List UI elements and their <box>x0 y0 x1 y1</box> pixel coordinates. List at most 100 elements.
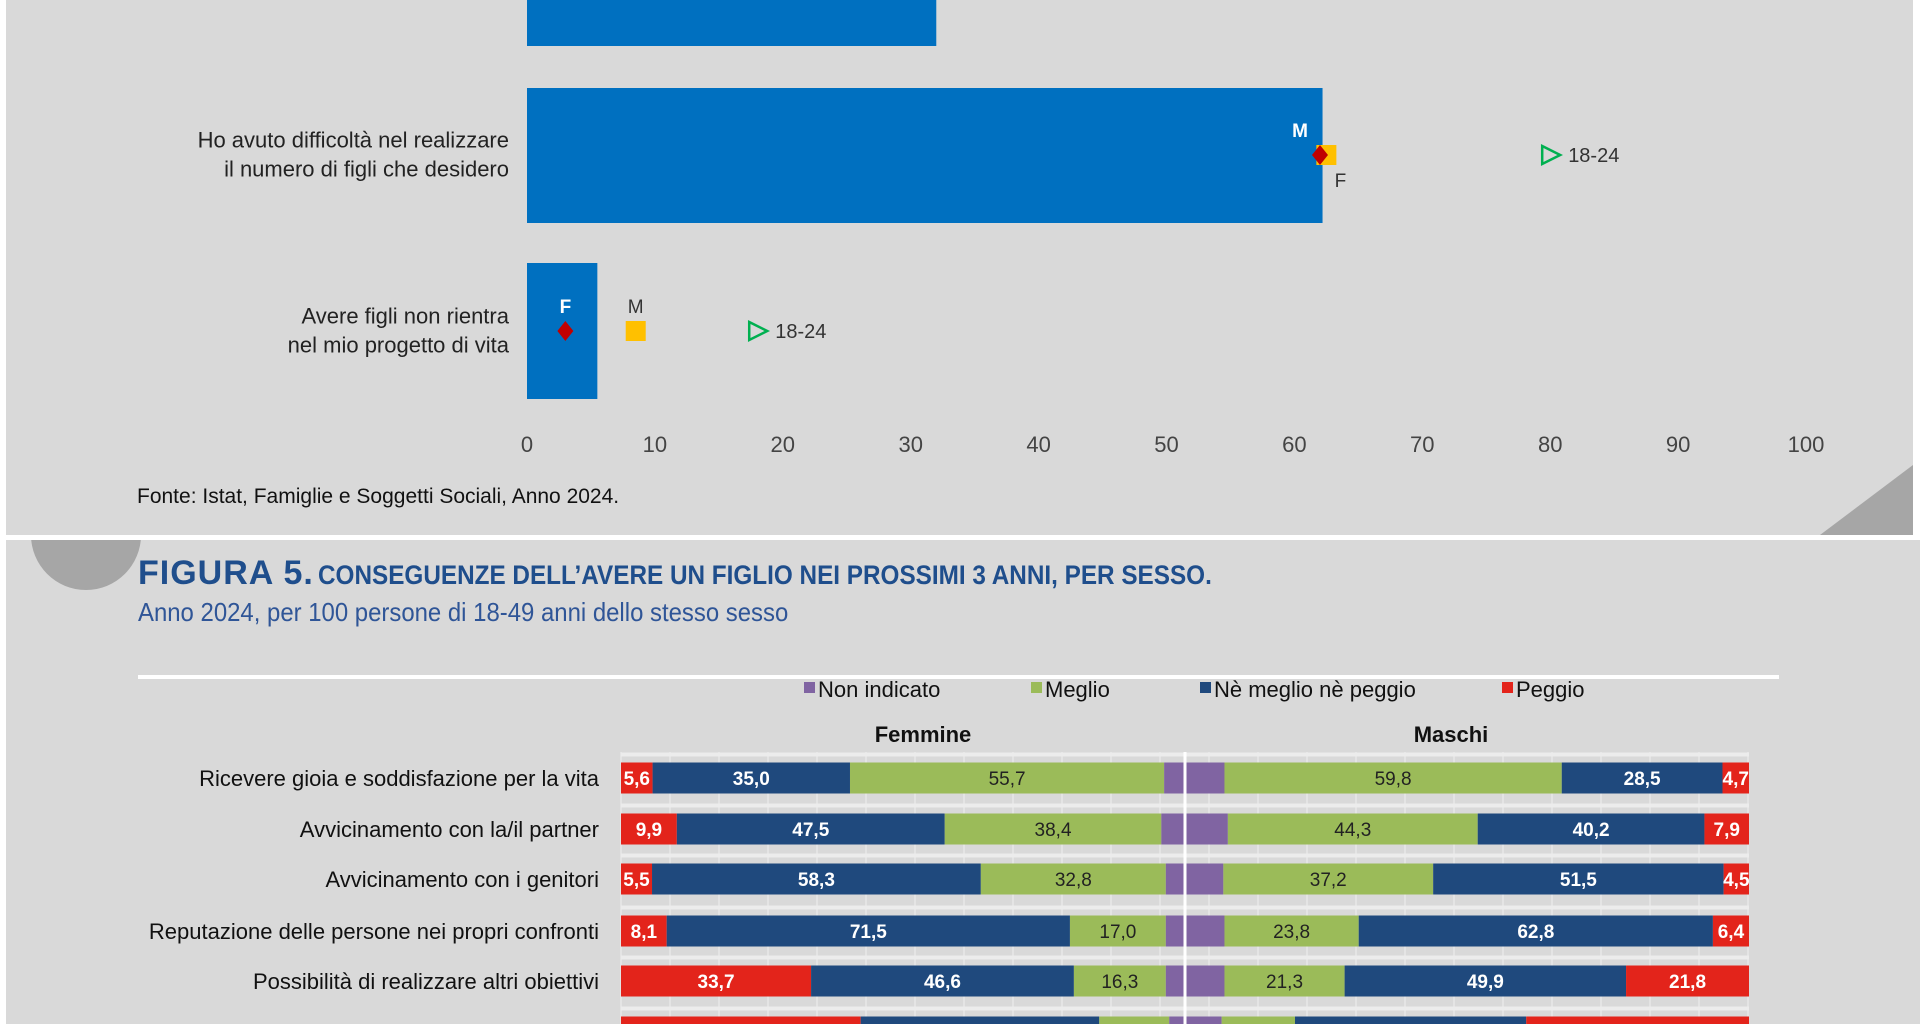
decorative-circle <box>31 540 141 590</box>
x-tick-label: 30 <box>898 432 922 457</box>
femmine-segment <box>1099 1016 1170 1024</box>
femmine-segment <box>1165 965 1185 997</box>
figure-4-chart: che desidero Ho avuto difficoltà nel real… <box>198 0 1913 535</box>
male-marker <box>625 321 646 341</box>
female-marker-label: F <box>560 297 572 318</box>
femmine-segment <box>944 813 1162 845</box>
femmine-segment <box>666 915 1070 947</box>
femmine-segment <box>1164 762 1185 794</box>
maschi-segment <box>1526 1016 1749 1024</box>
maschi-segment <box>1433 863 1724 895</box>
x-tick-label: 50 <box>1154 432 1178 457</box>
femmine-value-label: 46,6 <box>924 972 961 993</box>
figure-4-panel: che desidero Ho avuto difficoltà nel real… <box>6 0 1913 535</box>
youth-marker-label: 18-24 <box>1568 145 1619 167</box>
femmine-segment <box>621 813 677 845</box>
maschi-segment <box>1224 762 1562 794</box>
femmine-value-label: 71,5 <box>850 922 887 943</box>
maschi-segment <box>1561 762 1723 794</box>
femmine-segment <box>849 762 1165 794</box>
legend-swatch <box>1031 682 1042 693</box>
femmine-value-label: 8,1 <box>631 922 658 943</box>
category-label: Avere figli non rientra <box>302 304 510 329</box>
figure-5-chart: Non indicato Meglio Nè meglio nè peggio Peg… <box>138 675 1779 1024</box>
maschi-segment <box>1185 762 1225 794</box>
femmine-value-label: 33,7 <box>698 972 735 993</box>
femmine-value-label: 35,0 <box>733 769 770 790</box>
femmine-segment <box>621 915 667 947</box>
maschi-segment <box>1185 863 1224 895</box>
femmine-value-label: 5,5 <box>623 870 650 891</box>
legend-label: Nè meglio nè peggio <box>1214 677 1416 702</box>
legend-swatch <box>1200 682 1211 693</box>
legend-label: Non indicato <box>818 677 940 702</box>
category-label: nel mio progetto di vita <box>288 333 510 358</box>
maschi-segment <box>1224 915 1359 947</box>
femmine-segment <box>1169 1016 1185 1024</box>
femmine-segment <box>1165 915 1185 947</box>
maschi-value-label: 37,2 <box>1310 870 1347 891</box>
panel-label-maschi: Maschi <box>1414 722 1489 747</box>
x-tick-label: 0 <box>521 432 533 457</box>
maschi-value-label: 59,8 <box>1375 769 1412 790</box>
male-marker-label: M <box>628 297 644 318</box>
femmine-value-label: 55,7 <box>989 769 1026 790</box>
femmine-segment <box>676 813 945 845</box>
maschi-segment <box>1185 915 1225 947</box>
figure-subtitle: Anno 2024, per 100 persone di 18-49 anni… <box>138 597 789 627</box>
maschi-value-label: 28,5 <box>1624 769 1661 790</box>
femmine-value-label: 5,6 <box>624 769 650 790</box>
maschi-value-label: 7,9 <box>1714 820 1740 841</box>
x-tick-label: 60 <box>1282 432 1306 457</box>
femmine-segment <box>1165 863 1185 895</box>
decorative-corner <box>1820 465 1913 535</box>
panel-label-femmine: Femmine <box>875 722 972 747</box>
x-tick-label: 90 <box>1666 432 1690 457</box>
maschi-value-label: 51,5 <box>1560 870 1597 891</box>
category-label: Avvicinamento con i genitori <box>325 867 599 892</box>
maschi-segment <box>1185 813 1228 845</box>
femmine-segment <box>621 965 812 997</box>
maschi-segment <box>1344 965 1627 997</box>
femmine-value-label: 58,3 <box>798 870 835 891</box>
femmine-value-label: 47,5 <box>792 820 829 841</box>
youth-marker <box>1540 143 1563 167</box>
maschi-segment <box>1358 915 1713 947</box>
maschi-value-label: 23,8 <box>1273 922 1310 943</box>
femmine-segment <box>860 1016 1100 1024</box>
femmine-value-label: 32,8 <box>1055 870 1092 891</box>
legend-label: Peggio <box>1516 677 1585 702</box>
category-label: che desidero <box>383 0 509 2</box>
maschi-segment <box>1221 1016 1295 1024</box>
maschi-value-label: 4,7 <box>1723 769 1749 790</box>
femmine-segment <box>621 1016 861 1024</box>
maschi-segment <box>1712 915 1749 947</box>
bar <box>527 0 937 46</box>
femmine-value-label: 16,3 <box>1101 972 1138 993</box>
female-marker <box>557 321 574 341</box>
femmine-segment <box>811 965 1074 997</box>
maschi-segment <box>1294 1016 1527 1024</box>
maschi-value-label: 21,8 <box>1669 972 1706 993</box>
figure-title: CONSEGUENZE DELL’AVERE UN FIGLIO NEI PRO… <box>318 560 1213 590</box>
maschi-value-label: 49,9 <box>1467 972 1504 993</box>
category-label: Reputazione delle persone nei propri con… <box>149 919 599 944</box>
maschi-value-label: 62,8 <box>1517 922 1554 943</box>
maschi-segment <box>1227 813 1478 845</box>
maschi-segment <box>1185 1016 1222 1024</box>
maschi-value-label: 4,5 <box>1723 870 1750 891</box>
header-rule <box>138 675 1779 679</box>
youth-marker-label: 18-24 <box>775 321 826 343</box>
femmine-segment <box>1073 965 1166 997</box>
maschi-segment <box>1223 863 1434 895</box>
female-marker-label: F <box>1335 171 1347 192</box>
legend-label: Meglio <box>1045 677 1110 702</box>
x-tick-label: 100 <box>1788 432 1825 457</box>
category-label: Avvicinamento con la/il partner <box>300 817 599 842</box>
maschi-value-label: 44,3 <box>1334 820 1371 841</box>
x-tick-label: 20 <box>771 432 795 457</box>
femmine-value-label: 17,0 <box>1099 922 1136 943</box>
maschi-segment <box>1723 863 1749 895</box>
femmine-segment <box>652 863 981 895</box>
figure-number: FIGURA 5. <box>138 554 314 592</box>
